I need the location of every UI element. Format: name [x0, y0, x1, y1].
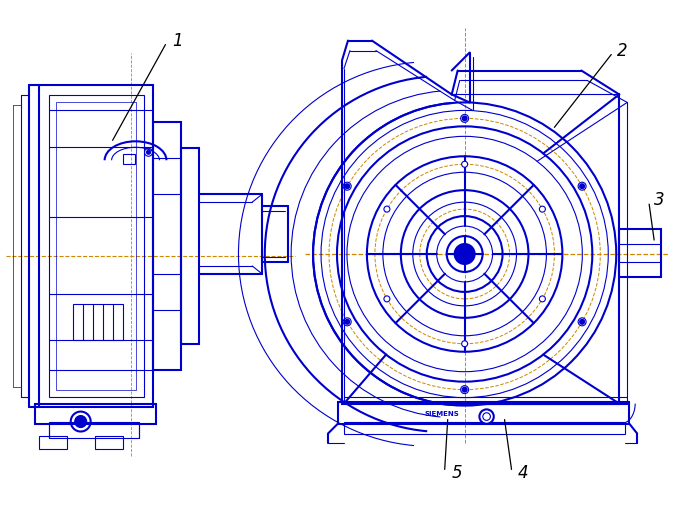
Circle shape	[345, 320, 349, 324]
Text: SIEMENS: SIEMENS	[425, 411, 459, 417]
Bar	[48, 95, 143, 397]
Circle shape	[539, 206, 545, 212]
Bar	[95, 436, 122, 450]
Circle shape	[462, 388, 466, 392]
Text: 1: 1	[172, 32, 183, 50]
Circle shape	[462, 161, 468, 167]
Bar	[73, 304, 122, 340]
Text: 5: 5	[452, 464, 462, 482]
Circle shape	[578, 318, 586, 326]
Circle shape	[147, 151, 151, 154]
Bar	[39, 436, 67, 450]
Circle shape	[384, 296, 390, 302]
Circle shape	[462, 116, 466, 120]
Circle shape	[460, 114, 468, 122]
Circle shape	[345, 184, 349, 188]
Circle shape	[384, 206, 390, 212]
Bar	[56, 102, 135, 390]
Bar	[35, 403, 157, 423]
Circle shape	[479, 410, 494, 424]
Bar	[153, 122, 182, 370]
Text: 4: 4	[518, 464, 528, 482]
Bar	[39, 86, 153, 407]
Text: 3: 3	[654, 191, 665, 209]
Circle shape	[343, 318, 351, 326]
Circle shape	[539, 296, 545, 302]
Circle shape	[578, 182, 586, 190]
Bar	[338, 401, 629, 423]
Circle shape	[343, 182, 351, 190]
Circle shape	[75, 416, 87, 428]
Bar	[122, 154, 135, 164]
Text: 2: 2	[617, 41, 628, 59]
Bar	[182, 148, 199, 344]
Circle shape	[460, 386, 468, 394]
Circle shape	[580, 320, 584, 324]
Bar	[344, 421, 625, 434]
Circle shape	[580, 184, 584, 188]
Bar	[48, 421, 139, 438]
Bar	[619, 229, 661, 277]
Circle shape	[455, 244, 474, 264]
Circle shape	[462, 341, 468, 347]
